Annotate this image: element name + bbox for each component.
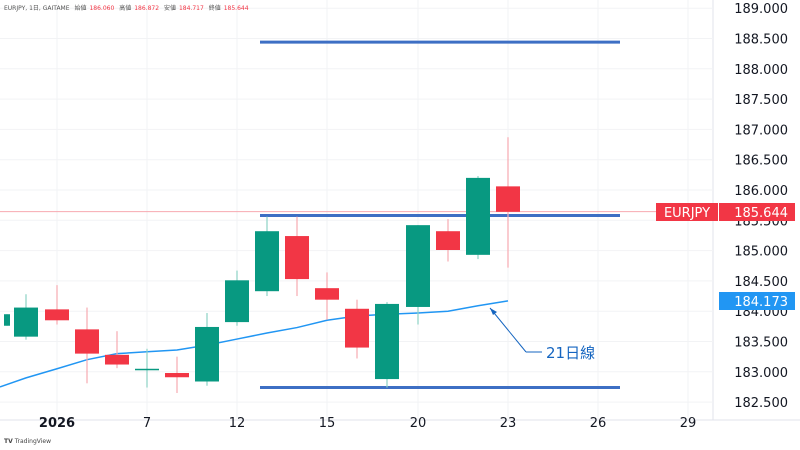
- tradingview-logo-icon: TV: [4, 438, 13, 445]
- price-tick-label: 185.000: [734, 245, 788, 260]
- tradingview-watermark[interactable]: TV TradingView: [4, 438, 51, 445]
- time-tick-label: 23: [500, 416, 517, 431]
- symbol-badge-label: EURJPY: [664, 206, 710, 221]
- time-tick-label: 2026: [39, 416, 75, 431]
- close-value: 185.644: [223, 5, 249, 12]
- price-tick-label: 187.500: [734, 93, 788, 108]
- open-value: 186.060: [89, 5, 115, 12]
- price-tick-label: 186.000: [734, 184, 788, 199]
- time-tick-label: 12: [229, 416, 246, 431]
- candle-body[interactable]: [75, 329, 99, 354]
- candle-body[interactable]: [345, 308, 369, 348]
- symbol-info: EURJPY, 1日, GAITAME: [4, 5, 70, 12]
- time-tick-label: 15: [319, 416, 336, 431]
- candle-body[interactable]: [14, 307, 38, 337]
- high-label: 高値: [119, 5, 132, 12]
- ma-21-line[interactable]: [0, 300, 509, 388]
- price-tick-label: 188.000: [734, 63, 788, 78]
- candle-body[interactable]: [105, 354, 129, 365]
- tradingview-text: TradingView: [14, 438, 52, 445]
- time-tick-label: 20: [410, 416, 427, 431]
- symbol-header: EURJPY, 1日, GAITAME 始値 186.060 高値 186.872 …: [4, 3, 252, 12]
- open-label: 始値: [74, 5, 87, 12]
- candle-body[interactable]: [315, 288, 339, 300]
- last-price-badge: [719, 203, 795, 221]
- candle-body[interactable]: [225, 280, 249, 323]
- candle-body[interactable]: [496, 186, 520, 212]
- symbol-badge: [656, 203, 718, 221]
- price-tick-label: 188.500: [734, 33, 788, 48]
- candle-body[interactable]: [195, 326, 219, 382]
- candle-body[interactable]: [285, 236, 309, 280]
- candle-body[interactable]: [436, 231, 460, 250]
- candle-body[interactable]: [406, 225, 430, 307]
- candle-body[interactable]: [45, 309, 69, 321]
- last-price-badge-label: 185.644: [734, 206, 788, 221]
- annotation-arrow: [489, 307, 527, 353]
- low-label: 安値: [163, 5, 176, 12]
- low-value: 184.717: [178, 5, 204, 12]
- price-tick-label: 183.500: [734, 336, 788, 351]
- candle-body[interactable]: [255, 231, 279, 292]
- time-tick-label: 7: [143, 416, 151, 431]
- price-tick-label: 184.500: [734, 275, 788, 290]
- candle-body[interactable]: [165, 373, 189, 378]
- arrow-head-icon: [490, 308, 497, 315]
- price-tick-label: 182.500: [734, 396, 788, 411]
- candle-body[interactable]: [135, 368, 159, 371]
- candle-body[interactable]: [466, 177, 490, 255]
- ma-price-badge-label: 184.173: [734, 295, 788, 310]
- ma-price-badge: [719, 292, 795, 310]
- price-tick-label: 187.000: [734, 123, 788, 138]
- candle-body[interactable]: [375, 303, 399, 380]
- time-tick-label: 29: [680, 416, 697, 431]
- ma-annotation-label: 21日線: [546, 344, 595, 362]
- high-value: 186.872: [134, 5, 160, 12]
- candle-body[interactable]: [4, 314, 10, 326]
- price-tick-label: 189.000: [734, 2, 788, 17]
- time-tick-label: 26: [590, 416, 607, 431]
- price-tick-label: 186.500: [734, 154, 788, 169]
- close-label: 終値: [208, 5, 221, 12]
- price-tick-label: 183.000: [734, 366, 788, 381]
